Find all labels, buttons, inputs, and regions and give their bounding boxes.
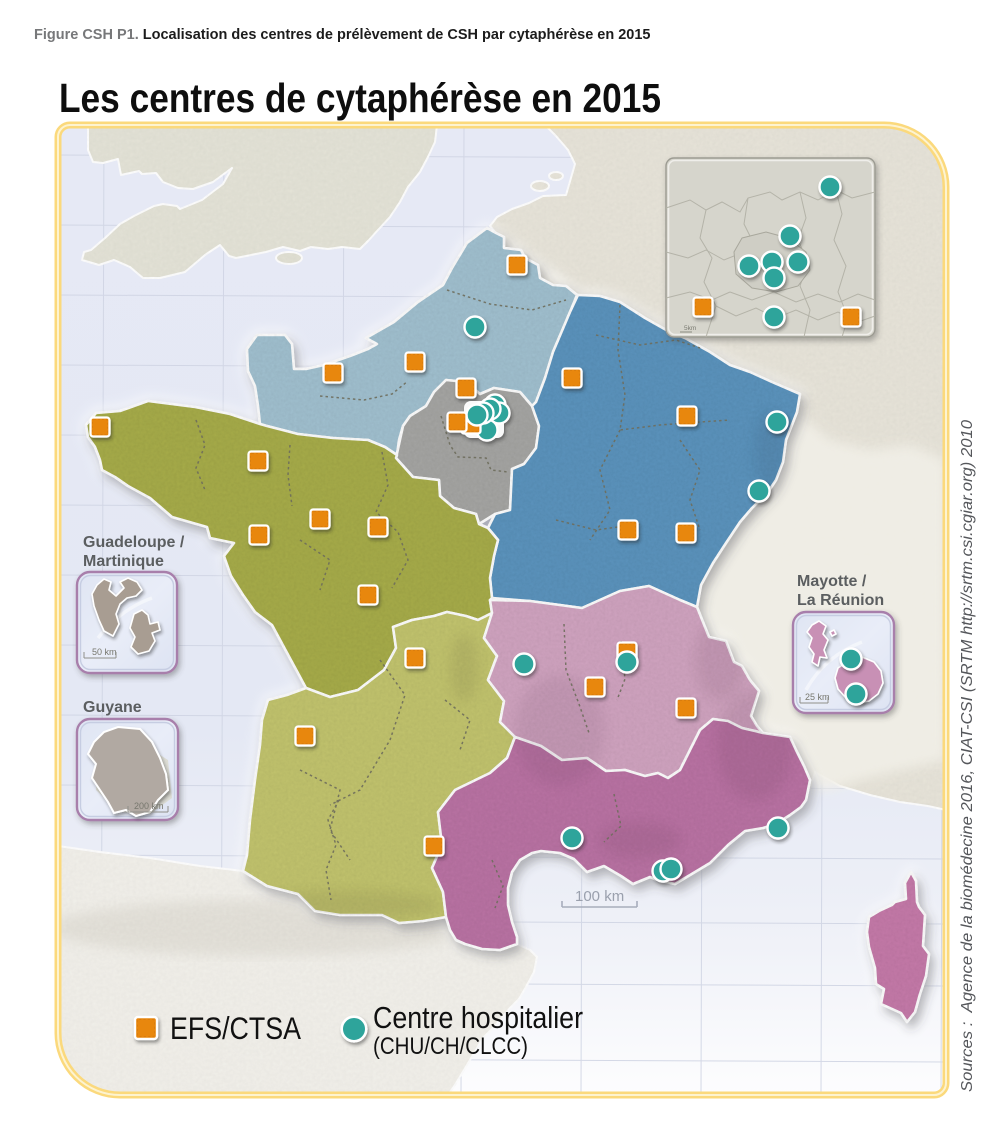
svg-text:La Réunion: La Réunion — [797, 592, 884, 609]
svg-text:Mayotte /: Mayotte / — [797, 573, 867, 590]
svg-text:Figure CSH P1. Localisation de: Figure CSH P1. Localisation des centres … — [34, 27, 651, 43]
svg-text:Centre hospitalier: Centre hospitalier — [373, 1001, 583, 1035]
svg-text:25 km: 25 km — [805, 692, 830, 702]
svg-text:Martinique: Martinique — [83, 553, 164, 570]
svg-text:EFS/CTSA: EFS/CTSA — [170, 1010, 301, 1046]
svg-text:Guadeloupe /: Guadeloupe / — [83, 534, 185, 551]
svg-text:Sources : Agence de la bioméd: Sources : Agence de la biomédecine 2016,… — [959, 420, 976, 1092]
svg-text:Guyane: Guyane — [83, 699, 142, 716]
svg-text:Les centres de cytaphérèse en: Les centres de cytaphérèse en 2015 — [59, 75, 661, 121]
svg-text:100 km: 100 km — [575, 888, 624, 905]
svg-text:50 km: 50 km — [92, 647, 117, 657]
svg-text:200 km: 200 km — [134, 801, 164, 811]
svg-text:(CHU/CH/CLCC): (CHU/CH/CLCC) — [373, 1033, 528, 1060]
svg-text:5km: 5km — [684, 325, 696, 332]
